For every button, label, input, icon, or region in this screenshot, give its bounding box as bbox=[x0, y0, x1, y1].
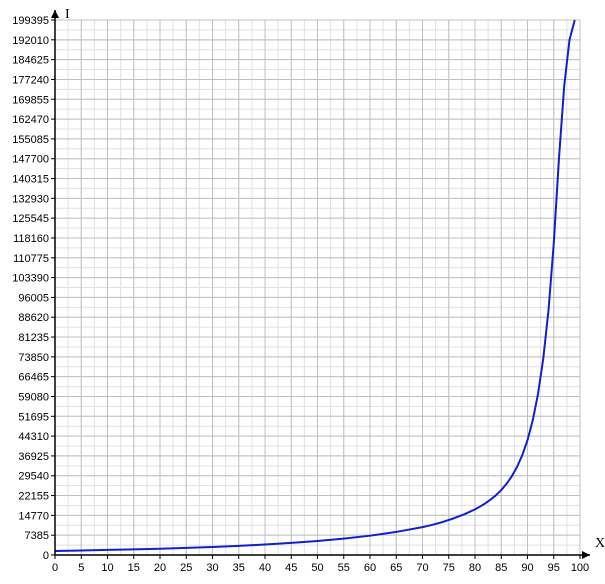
y-tick-label: 51695 bbox=[18, 411, 49, 423]
y-tick-label: 0 bbox=[43, 550, 49, 562]
y-tick-label: 66465 bbox=[18, 372, 49, 384]
y-tick-label: 59080 bbox=[18, 391, 49, 403]
y-tick-label: 7385 bbox=[25, 530, 49, 542]
x-tick-label: 5 bbox=[78, 562, 84, 574]
y-tick-label: 192010 bbox=[12, 35, 49, 47]
y-tick-label: 162470 bbox=[12, 114, 49, 126]
y-tick-label: 110775 bbox=[13, 253, 49, 265]
x-tick-label: 95 bbox=[548, 562, 560, 574]
x-tick-label: 35 bbox=[233, 562, 245, 574]
x-tick-label: 55 bbox=[338, 562, 350, 574]
y-tick-label: 184625 bbox=[12, 55, 49, 67]
x-tick-label: 65 bbox=[390, 562, 402, 574]
x-tick-label: 100 bbox=[571, 562, 589, 574]
x-tick-label: 30 bbox=[206, 562, 218, 574]
x-tick-label: 85 bbox=[495, 562, 507, 574]
y-tick-label: 132930 bbox=[12, 193, 49, 205]
y-tick-label: 118160 bbox=[13, 233, 49, 245]
y-tick-label: 147700 bbox=[12, 154, 49, 166]
y-tick-label: 155085 bbox=[12, 134, 49, 146]
y-tick-label: 96005 bbox=[18, 292, 49, 304]
y-tick-label: 125545 bbox=[12, 213, 49, 225]
y-tick-label: 29540 bbox=[18, 471, 49, 483]
y-axis-label: I bbox=[65, 7, 70, 22]
y-tick-label: 140315 bbox=[12, 174, 49, 186]
x-axis-label: X bbox=[595, 536, 605, 551]
y-tick-label: 177240 bbox=[12, 74, 49, 86]
y-tick-label: 81235 bbox=[18, 332, 49, 344]
x-tick-label: 25 bbox=[180, 562, 192, 574]
line-chart: 0 5 10 15 20 25 30 35 40 45 50 55 60 65 70 75 80 85 90 95 10… bbox=[0, 0, 605, 584]
x-tick-label: 15 bbox=[128, 562, 140, 574]
x-tick-label: 20 bbox=[154, 562, 166, 574]
y-tick-label: 169855 bbox=[12, 94, 49, 106]
chart-container: 0 5 10 15 20 25 30 35 40 45 50 55 60 65 70 75 80 85 90 95 10… bbox=[0, 0, 605, 584]
y-tick-label: 22155 bbox=[18, 491, 49, 503]
x-tick-label: 50 bbox=[311, 562, 323, 574]
y-tick-label: 36925 bbox=[18, 451, 49, 463]
x-tick-label: 45 bbox=[285, 562, 297, 574]
x-tick-label: 10 bbox=[101, 562, 113, 574]
x-tick-label: 60 bbox=[364, 562, 376, 574]
x-tick-label: 0 bbox=[52, 562, 58, 574]
x-tick-label: 40 bbox=[259, 562, 271, 574]
y-tick-label: 103390 bbox=[12, 273, 49, 285]
y-tick-label: 199395 bbox=[12, 15, 49, 27]
x-tick-label: 75 bbox=[443, 562, 455, 574]
y-tick-label: 44310 bbox=[18, 431, 49, 443]
x-tick-label: 90 bbox=[521, 562, 533, 574]
x-tick-label: 70 bbox=[416, 562, 428, 574]
y-tick-label: 88620 bbox=[18, 312, 49, 324]
y-tick-label: 14770 bbox=[18, 510, 49, 522]
y-tick-label: 73850 bbox=[18, 352, 49, 364]
x-tick-label: 80 bbox=[469, 562, 481, 574]
